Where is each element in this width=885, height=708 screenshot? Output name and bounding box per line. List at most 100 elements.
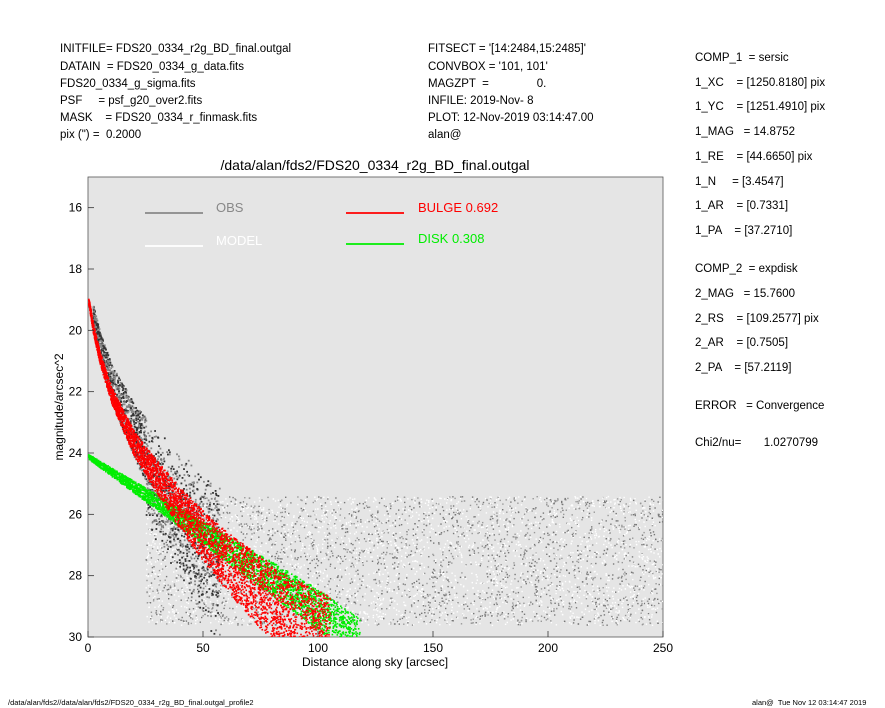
sky-point <box>614 526 616 528</box>
sky-point <box>422 584 424 586</box>
sky-point <box>577 500 579 503</box>
sky-point <box>624 571 626 573</box>
sky-point <box>603 599 605 601</box>
sky-point <box>428 547 430 549</box>
sky-point <box>334 567 336 569</box>
sky-point <box>345 558 347 560</box>
sky-point <box>226 620 228 622</box>
sky-point <box>378 572 380 575</box>
sky-point <box>648 598 650 600</box>
sky-point <box>316 548 319 551</box>
sky-point <box>268 512 270 514</box>
sky-point <box>617 539 620 541</box>
sky-point <box>561 507 563 509</box>
sky-point <box>570 606 573 608</box>
sky-point <box>295 614 297 616</box>
sky-point <box>218 503 220 505</box>
sky-point <box>227 598 230 600</box>
sky-point <box>559 581 561 583</box>
sky-point <box>404 509 406 511</box>
sky-point <box>549 539 551 541</box>
sky-point <box>644 571 647 573</box>
sky-point <box>287 513 289 515</box>
sky-point <box>148 552 150 554</box>
sky-point <box>626 530 629 533</box>
sky-point <box>203 497 205 500</box>
sky-point <box>502 568 504 570</box>
sky-point <box>227 521 230 524</box>
sky-point <box>421 588 424 590</box>
sky-point <box>150 557 153 559</box>
sky-point <box>470 527 472 529</box>
sky-point <box>525 524 527 527</box>
sky-point <box>377 559 379 561</box>
sky-point <box>418 514 420 516</box>
sky-point <box>508 496 511 499</box>
sky-point <box>501 565 503 568</box>
sky-point <box>563 621 565 623</box>
sky-point <box>625 532 628 535</box>
sky-point <box>417 600 419 602</box>
sky-point <box>656 620 659 622</box>
sky-point <box>171 524 173 527</box>
sky-point <box>354 533 356 535</box>
sky-point <box>568 591 570 593</box>
sky-point <box>382 531 385 533</box>
sky-point <box>349 551 352 553</box>
sky-point <box>452 620 454 622</box>
comp2-type: COMP_2 = expdisk <box>695 263 798 275</box>
sky-point <box>199 621 201 623</box>
sky-point <box>531 562 533 564</box>
sky-point <box>478 610 480 613</box>
sky-point <box>659 547 661 550</box>
sky-point <box>398 516 400 518</box>
sky-point <box>249 546 251 548</box>
sky-point <box>609 532 611 534</box>
sky-point <box>496 564 498 566</box>
sky-point <box>592 585 594 587</box>
sky-point <box>339 514 341 516</box>
sky-point <box>635 521 637 523</box>
sky-point <box>445 618 447 620</box>
sky-point <box>440 564 442 566</box>
sky-point <box>430 524 432 526</box>
sky-point <box>575 497 577 499</box>
sky-point <box>546 526 548 528</box>
sky-point <box>499 518 501 520</box>
sky-point <box>591 505 593 507</box>
sky-point <box>416 539 418 541</box>
sky-point <box>268 613 271 616</box>
sky-point <box>648 571 650 573</box>
sky-point <box>530 601 532 603</box>
sky-point <box>617 614 620 616</box>
sky-point <box>181 546 184 548</box>
sky-point <box>444 590 446 592</box>
sky-point <box>548 553 551 555</box>
sky-point <box>615 622 617 624</box>
sky-point <box>384 586 387 589</box>
sky-point <box>379 543 381 545</box>
sky-point <box>651 604 653 606</box>
sky-point <box>307 616 309 619</box>
sky-point <box>513 562 515 564</box>
sky-point <box>396 552 398 554</box>
sky-point <box>349 578 351 580</box>
sky-point <box>646 604 649 607</box>
sky-point <box>180 549 182 551</box>
sky-point <box>280 561 282 563</box>
sky-point <box>209 505 211 508</box>
sky-point <box>496 607 498 609</box>
sky-point <box>197 588 199 590</box>
sky-point <box>397 556 399 558</box>
sky-point <box>395 513 397 515</box>
sky-point <box>427 601 430 603</box>
sky-point <box>410 597 412 599</box>
sky-point <box>611 578 614 580</box>
sky-point <box>509 593 511 595</box>
sky-point <box>275 514 277 516</box>
sky-point <box>535 574 537 577</box>
sky-point <box>374 578 377 581</box>
sky-point <box>217 511 219 513</box>
sky-point <box>465 515 467 518</box>
sky-point <box>345 523 348 525</box>
